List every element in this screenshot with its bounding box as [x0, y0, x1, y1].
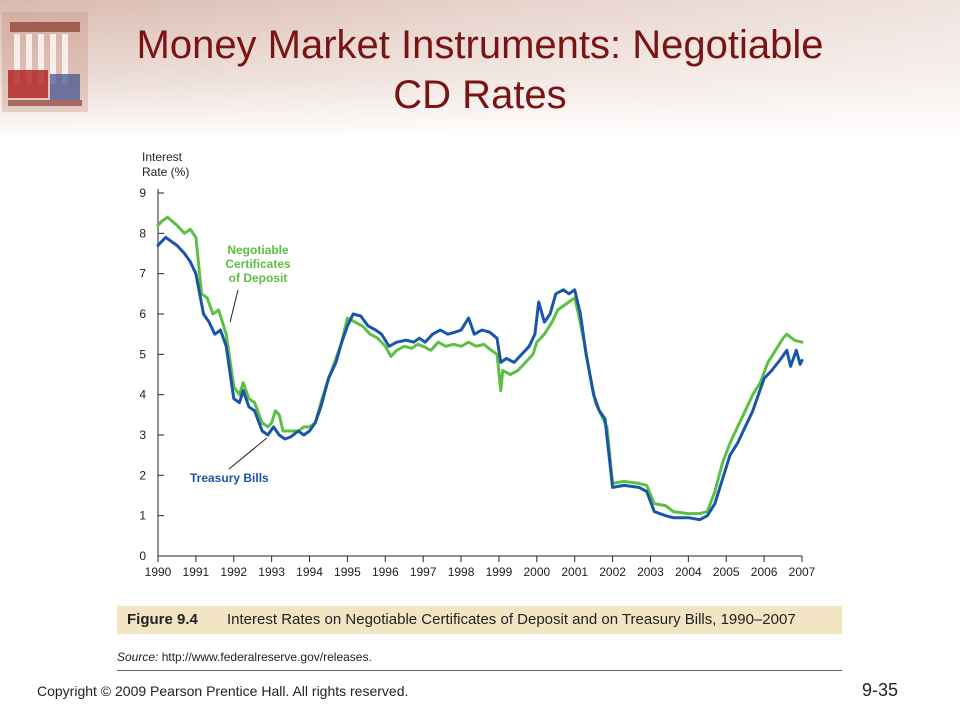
slide-number: 9-35 [861, 680, 898, 700]
figure-caption: Interest Rates on Negotiable Certificate… [227, 611, 796, 628]
y-axis-label-line-1: Interest [142, 150, 183, 164]
y-tick-label-3: 3 [139, 428, 146, 442]
header-fade [0, 0, 960, 140]
x-tick-label-2007: 2007 [789, 565, 816, 579]
x-tick-label-1998: 1998 [448, 565, 475, 579]
y-tick-label-6: 6 [139, 307, 146, 321]
x-tick-label-2001: 2001 [561, 565, 588, 579]
cd-label-line-2: Certificates [225, 257, 291, 271]
x-tick-label-1994: 1994 [296, 565, 323, 579]
slide-title-line-1: Money Market Instruments: Negotiable [136, 23, 824, 67]
y-tick-label-2: 2 [139, 468, 146, 482]
slide-title-line-2: CD Rates [393, 73, 567, 117]
y-tick-label-8: 8 [139, 226, 146, 240]
x-tick-label-1999: 1999 [486, 565, 513, 579]
tbill-rate-line [156, 235, 804, 522]
y-tick-label-9: 9 [139, 186, 146, 200]
slide-title: Money Market Instruments: Negotiable CD … [95, 20, 865, 120]
cd-label-line-3: of Deposit [229, 271, 288, 285]
x-tick-label-2002: 2002 [599, 565, 626, 579]
y-tick-label-4: 4 [139, 388, 146, 402]
source-divider [117, 670, 842, 671]
tbill-label-leader [228, 437, 268, 470]
source-label: Source: [117, 650, 159, 664]
copyright-notice: Copyright © 2009 Pearson Prentice Hall. … [37, 683, 409, 699]
x-tick-label-2005: 2005 [713, 565, 740, 579]
x-tick-label-1997: 1997 [410, 565, 437, 579]
figure-label: Figure 9.4 [127, 611, 198, 628]
source-url: http://www.federalreserve.gov/releases. [161, 650, 372, 664]
y-tick-label-5: 5 [139, 347, 146, 361]
source-line: Source: http://www.federalreserve.gov/re… [117, 650, 372, 664]
cd-rate-line [156, 215, 804, 516]
figure-caption-bar [117, 606, 842, 634]
x-tick-label-2006: 2006 [751, 565, 778, 579]
x-tick-label-1996: 1996 [372, 565, 399, 579]
x-tick-label-1990: 1990 [145, 565, 172, 579]
x-tick-label-1991: 1991 [183, 565, 210, 579]
y-tick-label-0: 0 [139, 549, 146, 563]
x-tick-label-1993: 1993 [258, 565, 285, 579]
x-tick-label-2000: 2000 [523, 565, 550, 579]
y-tick-label-7: 7 [139, 267, 146, 281]
building-logo-icon [2, 12, 88, 112]
y-tick-label-1: 1 [139, 509, 146, 523]
x-tick-label-1995: 1995 [334, 565, 361, 579]
x-tick-label-2004: 2004 [675, 565, 702, 579]
tbill-label: Treasury Bills [190, 471, 269, 485]
x-tick-label-1992: 1992 [220, 565, 247, 579]
cd-label-line-1: Negotiable [227, 243, 289, 257]
cd-label-leader [229, 289, 239, 323]
x-tick-label-2003: 2003 [637, 565, 664, 579]
y-axis-label-line-2: Rate (%) [142, 165, 189, 179]
